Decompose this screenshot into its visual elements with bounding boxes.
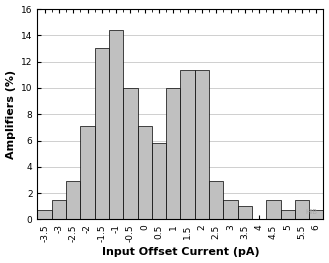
Bar bbox=[52, 200, 66, 219]
Bar bbox=[138, 126, 152, 219]
Bar bbox=[309, 210, 323, 219]
Bar bbox=[195, 69, 209, 219]
Y-axis label: Amplifiers (%): Amplifiers (%) bbox=[6, 70, 15, 159]
Bar bbox=[281, 210, 295, 219]
Bar bbox=[38, 210, 52, 219]
Bar bbox=[166, 88, 181, 219]
Bar bbox=[238, 206, 252, 219]
Bar bbox=[223, 200, 238, 219]
Bar bbox=[109, 30, 123, 219]
Bar bbox=[66, 181, 80, 219]
Bar bbox=[152, 143, 166, 219]
Bar bbox=[266, 200, 281, 219]
Bar bbox=[209, 181, 223, 219]
Text: HIB: HIB bbox=[306, 209, 318, 215]
Bar bbox=[123, 88, 138, 219]
Bar bbox=[80, 126, 95, 219]
Bar bbox=[181, 69, 195, 219]
X-axis label: Input Offset Current (pA): Input Offset Current (pA) bbox=[102, 247, 259, 257]
Bar bbox=[295, 200, 309, 219]
Bar bbox=[95, 48, 109, 219]
